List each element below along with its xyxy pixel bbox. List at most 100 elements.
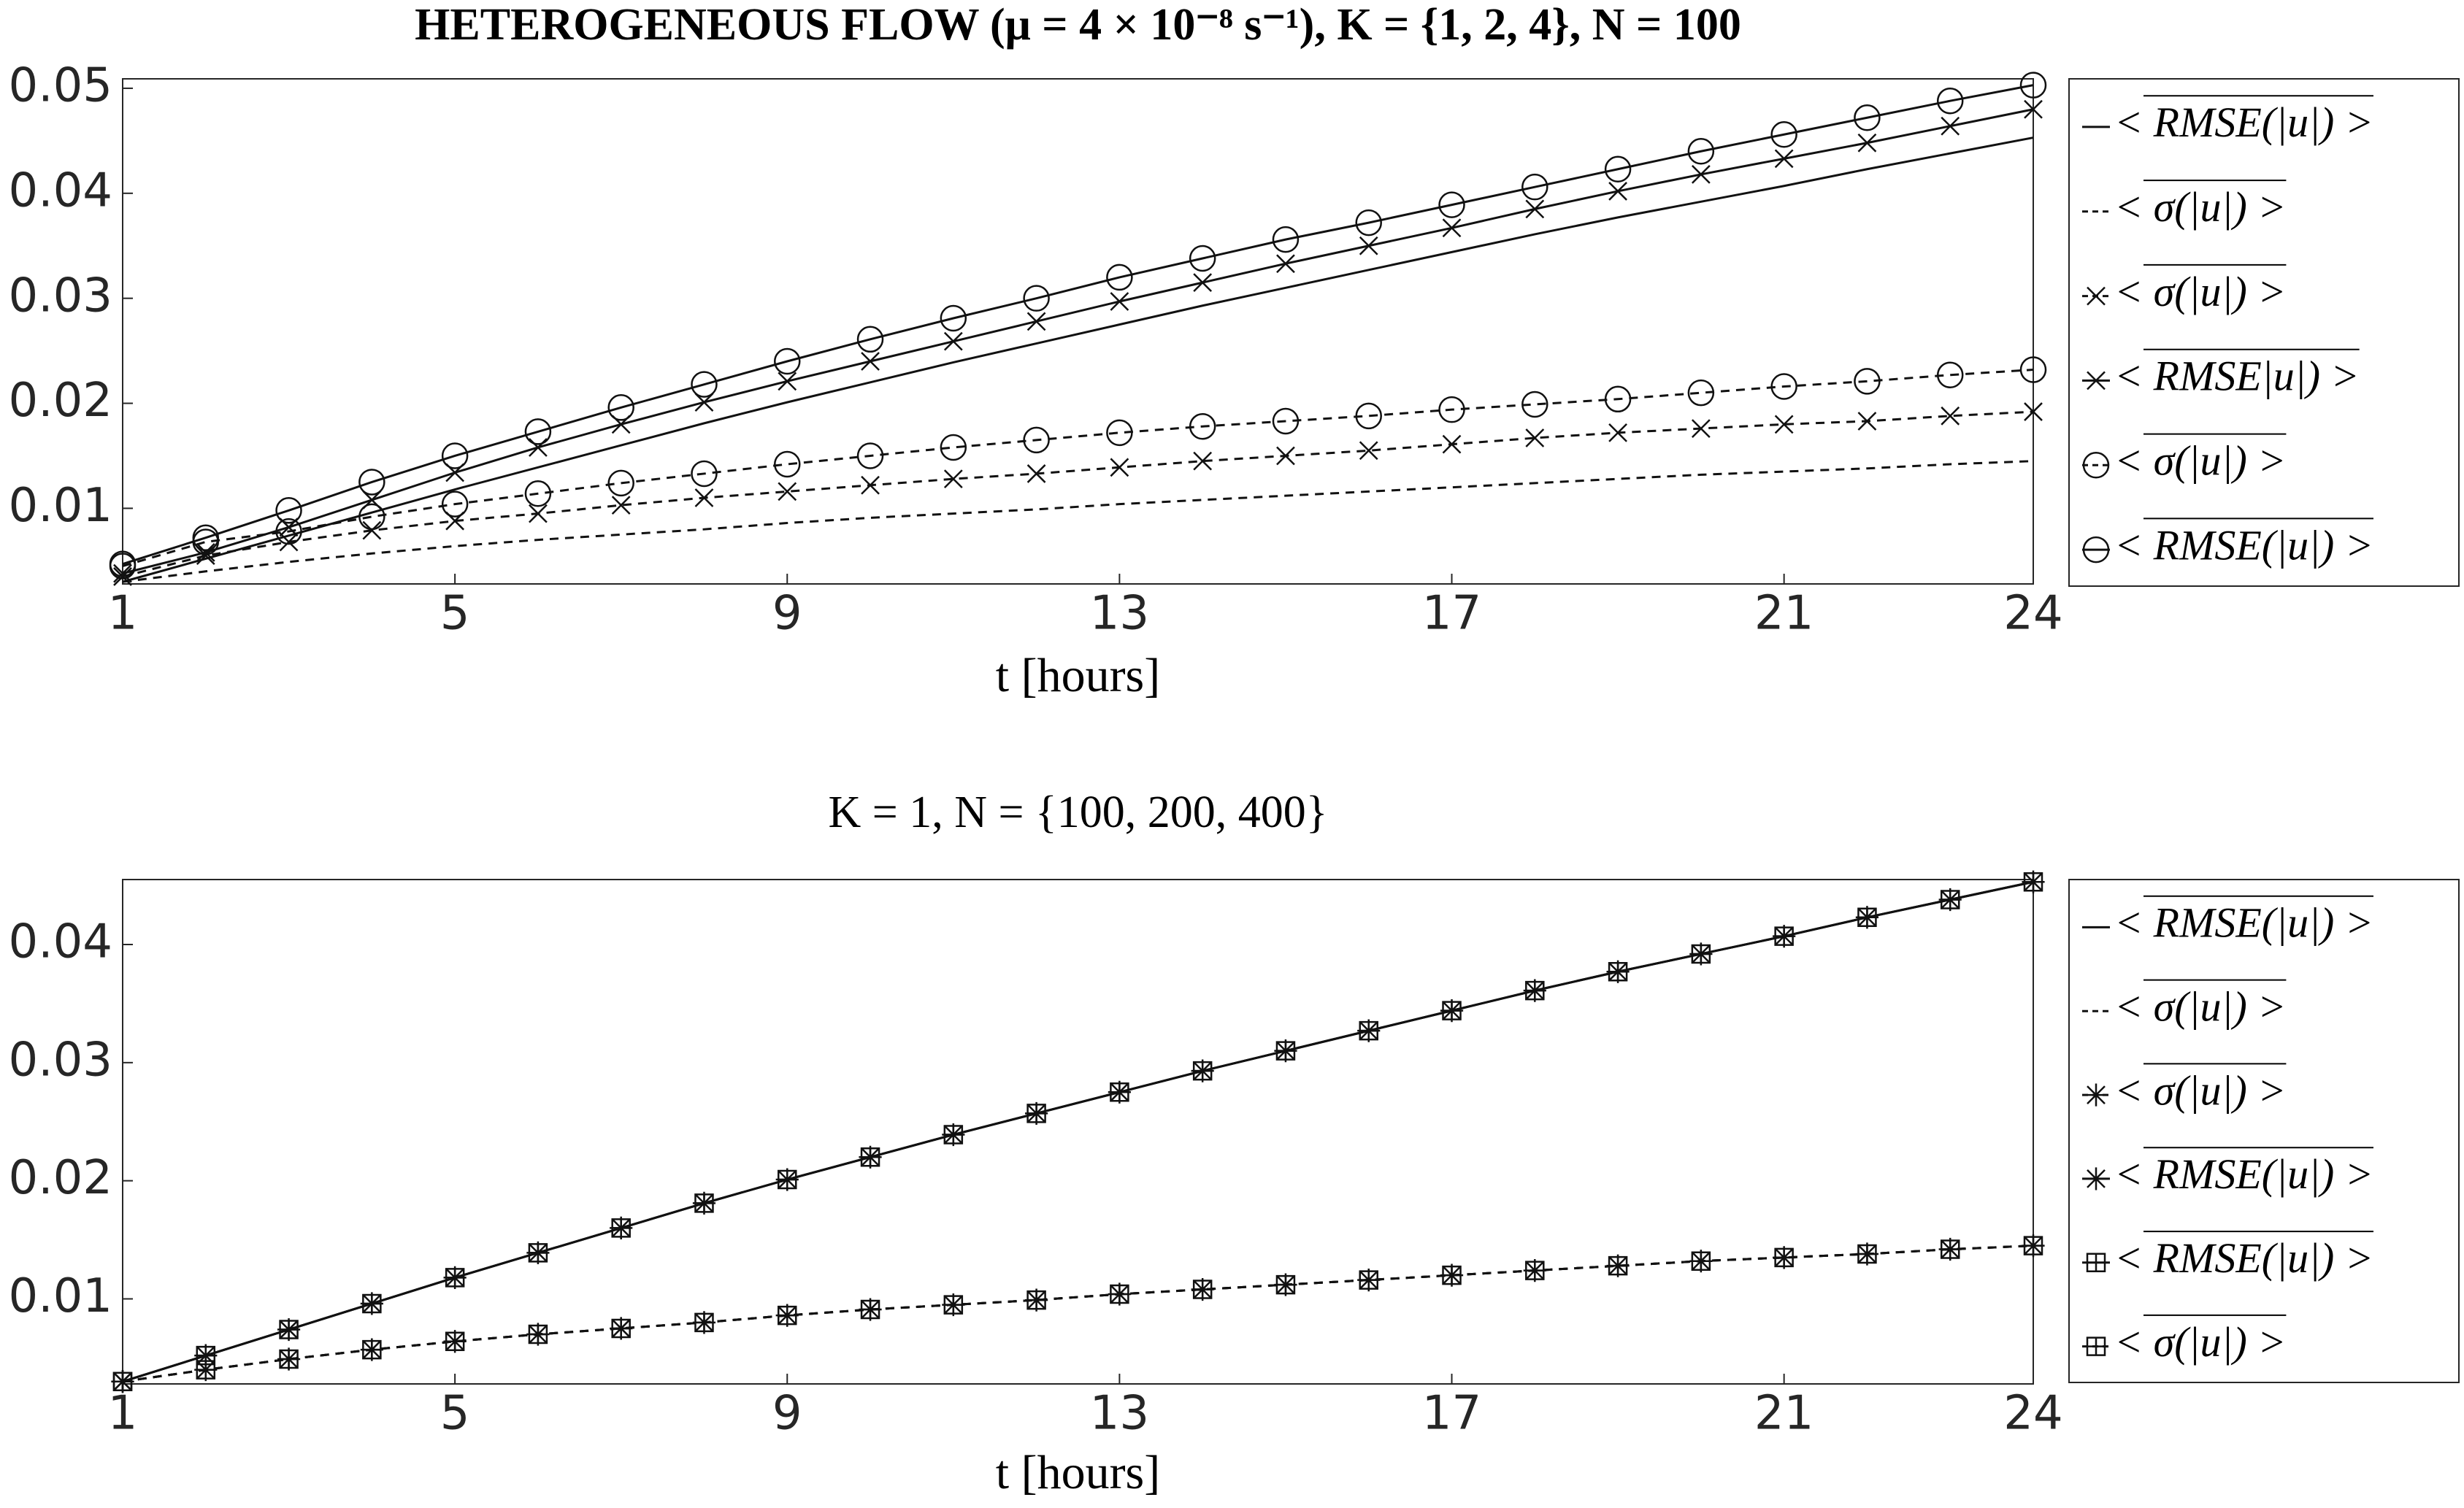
marker	[694, 1312, 714, 1333]
y-tick-label: 0.01	[9, 1269, 113, 1323]
marker	[691, 371, 718, 398]
marker	[1110, 292, 1129, 311]
marker	[1355, 402, 1382, 430]
marker	[358, 503, 385, 531]
series-line	[122, 136, 2034, 583]
marker	[778, 1169, 797, 1190]
marker	[1023, 426, 1050, 454]
series-line	[122, 108, 2034, 575]
marker	[1023, 285, 1050, 312]
marker	[1774, 1247, 1794, 1268]
marker	[1193, 451, 1213, 471]
x-tick-label: 24	[2003, 587, 2062, 641]
marker	[1691, 944, 1711, 964]
marker	[1189, 245, 1216, 272]
marker	[1442, 434, 1462, 454]
legend-label: < σ(|u|) >	[2114, 1066, 2286, 1114]
x-tick-label: 17	[1422, 1387, 1481, 1441]
legend: < RMSE(|u|) > < σ(|u|) > < σ(|u|) > < RMSE(…	[2068, 879, 2460, 1383]
legend: < RMSE(|u|) > < σ(|u|) > < σ(|u|) > < RMSE|…	[2068, 78, 2460, 587]
marker	[2024, 99, 2043, 119]
legend-label: < RMSE|u|) >	[2114, 353, 2360, 400]
marker	[694, 1193, 714, 1213]
marker	[2023, 1236, 2043, 1255]
marker	[1110, 1082, 1129, 1102]
marker	[856, 326, 884, 353]
x-tick-label: 24	[2003, 1387, 2062, 1441]
marker	[1936, 361, 1964, 388]
y-tick-label: 0.03	[9, 1033, 113, 1087]
marker	[1687, 138, 1715, 165]
y-tick-label: 0.04	[9, 915, 113, 969]
marker	[2019, 72, 2047, 99]
marker	[2087, 286, 2106, 306]
marker	[1272, 407, 1300, 435]
legend-label: < σ(|u|) >	[2114, 268, 2286, 315]
marker	[861, 475, 880, 495]
marker	[2084, 1083, 2108, 1107]
series-line	[122, 369, 2034, 567]
marker	[611, 1318, 631, 1339]
x-tick-label: 9	[772, 587, 802, 641]
x-tick-label: 13	[1090, 1387, 1149, 1441]
x-tick-label: 1	[108, 1387, 138, 1441]
marker	[2019, 356, 2047, 383]
legend-label: < RMSE(|u|) >	[2114, 521, 2373, 569]
series-line	[122, 410, 2034, 578]
marker	[1774, 926, 1794, 946]
x-tick-label: 13	[1090, 587, 1149, 641]
marker	[940, 304, 967, 332]
marker	[2082, 536, 2110, 563]
marker	[1525, 199, 1545, 219]
marker	[1770, 120, 1797, 148]
chart-title: K = 1, N = {100, 200, 400}	[829, 788, 1328, 837]
marker	[1941, 116, 1960, 136]
marker	[1525, 1261, 1545, 1280]
marker	[279, 1320, 299, 1339]
legend-label: < RMSE(|u|) >	[2114, 1150, 2373, 1198]
marker	[275, 518, 302, 545]
marker	[362, 1339, 382, 1360]
marker	[1521, 391, 1548, 418]
marker	[943, 331, 963, 351]
marker	[1608, 182, 1627, 201]
marker	[1438, 191, 1465, 218]
marker	[358, 469, 385, 496]
y-tick-label: 0.01	[9, 479, 113, 533]
series-line	[122, 84, 2034, 566]
marker	[1359, 441, 1378, 461]
marker	[1438, 396, 1465, 423]
y-tick-label: 0.02	[9, 374, 113, 428]
marker	[529, 438, 548, 457]
marker	[528, 1324, 548, 1344]
marker	[1525, 980, 1545, 1001]
marker	[943, 469, 963, 489]
marker	[1106, 419, 1133, 447]
plot: HETEROGENEOUS FLOW (μ = 4 × 10⁻⁸ s⁻¹), K…	[9, 0, 2063, 702]
legend-label: < σ(|u|) >	[2114, 1318, 2286, 1366]
y-tick-label: 0.03	[9, 269, 113, 323]
marker	[279, 1349, 299, 1369]
marker	[109, 550, 137, 577]
marker	[1857, 412, 1877, 431]
marker	[1857, 1244, 1877, 1264]
marker	[1774, 415, 1794, 434]
plot-area	[122, 78, 2034, 585]
marker	[1857, 907, 1877, 928]
plot-area	[122, 879, 2034, 1385]
marker	[529, 504, 548, 523]
marker	[861, 352, 880, 371]
marker	[2087, 371, 2106, 391]
marker	[774, 450, 801, 478]
marker	[196, 542, 215, 562]
marker	[1275, 1041, 1296, 1061]
marker	[441, 442, 469, 469]
marker	[778, 1305, 797, 1326]
marker	[1774, 149, 1794, 169]
marker	[275, 497, 302, 524]
legend-label: < RMSE(|u|) >	[2114, 899, 2373, 947]
marker	[1940, 890, 1960, 909]
marker	[1026, 1290, 1046, 1310]
marker	[1193, 273, 1213, 292]
